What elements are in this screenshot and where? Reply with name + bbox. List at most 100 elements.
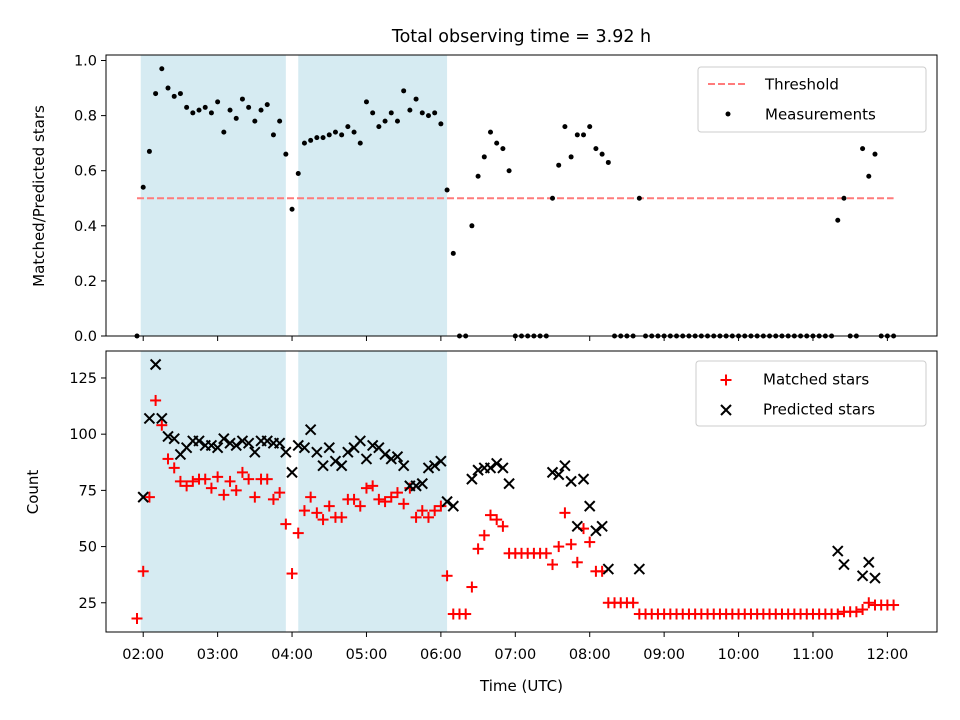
measurement-point [568,154,574,160]
x-tick-label: 03:00 [197,647,239,663]
measurement-point [419,110,425,116]
predicted-point [156,412,168,425]
predicted-point [249,446,261,458]
measurement-point [233,115,239,121]
x-axis-label: Time (UTC) [479,677,563,695]
predicted-point [292,439,304,452]
measurement-point [605,159,611,165]
measurement-point [425,113,431,119]
matched-point [540,547,552,559]
top-y-tick-label: 1.0 [74,54,97,70]
predicted-point [335,459,348,472]
predicted-point [342,446,354,458]
predicted-point [168,432,180,445]
x-tick-label: 02:00 [122,647,164,663]
measurement-point [246,104,252,110]
predicted-point [211,441,224,454]
matched-point [410,511,422,523]
top-shaded-interval-1 [140,55,286,336]
predicted-point [366,439,379,452]
predicted-point [379,448,391,461]
legend-matched-swatch [720,374,732,386]
matched-point [236,466,248,478]
matched-point [137,565,149,577]
top-y-tick-label: 0.2 [74,274,97,290]
predicted-point [304,423,317,436]
bottom-y-tick-label: 125 [69,371,97,387]
top-observing-intervals [140,55,448,336]
matched-point [416,505,428,517]
top-y-tick-label: 0.6 [74,164,97,180]
matched-point [243,473,255,485]
top-y-axis-label: Matched/Predicted stars [30,105,48,287]
measurement-point [835,217,841,223]
matched-point [373,493,385,505]
measurement-point [506,168,512,174]
predicted-point [584,500,596,512]
measurement-point [295,170,301,176]
measurement-point [363,99,369,105]
matched-point [422,511,434,523]
matched-point [156,419,168,431]
matched-point [466,581,478,593]
bottom-y-tick-label: 25 [79,596,97,612]
measurement-point [841,195,847,201]
x-tick-label: 08:00 [569,647,611,663]
matched-point [553,541,565,553]
bottom-shaded-interval-2 [298,351,448,632]
x-tick-label: 05:00 [346,647,388,663]
matched-point [162,453,174,465]
bottom-legend-box [695,360,927,427]
measurement-point [432,110,438,116]
measurement-point [370,110,376,116]
matched-point [274,487,286,499]
matched-point [354,500,366,512]
measurement-point [860,146,866,152]
matched-point [305,491,317,503]
matched-point [131,613,143,625]
x-tick-label: 12:00 [866,647,908,663]
predicted-point [311,446,323,458]
predicted-point [490,457,503,470]
legend-matched-marker [720,374,732,386]
matched-point [323,500,335,512]
matched-point [212,471,224,483]
predicted-point [590,525,602,537]
measurement-point [239,96,245,102]
predicted-point [832,545,844,557]
bottom-axes-frame [105,350,938,633]
matched-point [497,520,509,532]
predicted-point [218,432,230,445]
measurement-point [227,107,233,113]
matched-point [292,527,304,539]
predicted-point [422,462,435,474]
matched-point [336,511,348,523]
matched-point [205,482,217,494]
matched-point [218,489,230,501]
measurement-point [382,118,388,124]
matched-point [441,570,453,582]
x-tick-label: 07:00 [494,647,536,663]
measurement-point [587,124,593,130]
measurement-point [283,151,289,157]
predicted-point [286,466,298,479]
measurement-point [140,184,146,190]
predicted-point [236,435,249,447]
measurement-point [866,173,872,179]
measurement-point [202,104,208,110]
matched-point [857,604,869,616]
measurement-point [574,132,580,138]
predicted-point [224,437,236,449]
top-y-tick-label: 0.0 [74,329,97,345]
measurement-point [308,137,314,143]
matched-point [286,568,298,580]
measurement-point [345,124,351,130]
measurement-point [599,151,605,157]
matched-point [460,608,472,620]
matched-point [280,518,292,530]
predicted-point [497,462,509,474]
legend-measurements-swatch [725,111,731,117]
bottom-y-tick-label: 100 [69,427,97,443]
predicted-point [261,435,273,447]
predicted-point [838,558,850,571]
